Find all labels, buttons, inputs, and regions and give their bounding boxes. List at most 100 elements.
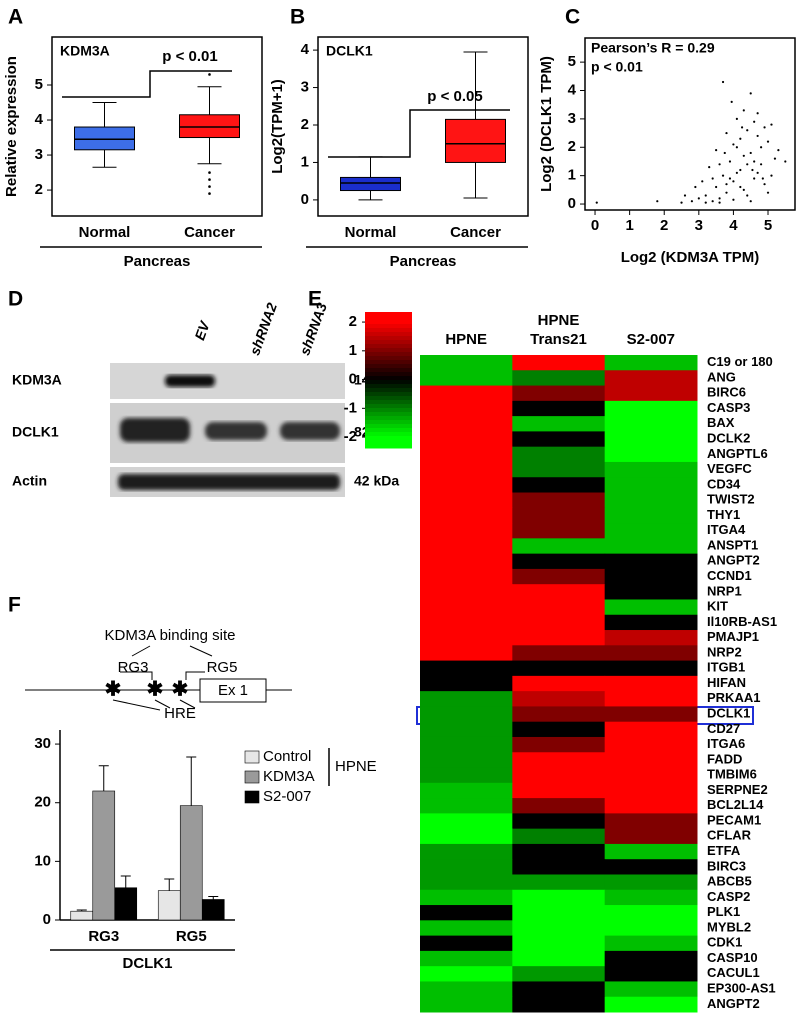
colorbar-label: 1: [349, 342, 357, 359]
legend-label: Control: [263, 748, 311, 765]
heatmap-cell: [604, 798, 698, 814]
colorbar-segment: [365, 408, 412, 413]
x-tick-label: RG5: [176, 928, 207, 945]
colorbar-segment: [365, 432, 412, 437]
heatmap-cell: [420, 538, 513, 555]
heatmap-cell: [512, 416, 606, 432]
point: [732, 180, 735, 183]
heatmap-cell: [420, 553, 513, 570]
row-label: ITGA6: [707, 736, 745, 751]
heatmap-cell: [420, 645, 513, 662]
point: [749, 200, 752, 203]
point: [704, 201, 707, 204]
heatmap-cell: [604, 859, 698, 875]
heatmap-cell: [420, 782, 513, 799]
heatmap-cell: [604, 492, 698, 509]
heatmap-cell: [420, 736, 513, 753]
colorbar-segment: [365, 316, 412, 321]
point: [711, 177, 714, 180]
colorbar-segment: [365, 380, 412, 385]
heatmap-cell: [512, 736, 606, 753]
heatmap-cell: [420, 691, 513, 707]
point: [721, 174, 725, 177]
x-axis-label: DCLK1: [122, 955, 172, 972]
row-label: NRP1: [707, 583, 742, 598]
colorbar-segment: [365, 360, 412, 365]
heatmap-cell: [512, 675, 606, 692]
heatmap-cell: [420, 477, 513, 494]
y-tick-label: 5: [35, 76, 43, 93]
point: [740, 126, 744, 129]
x-tick-label: RG3: [88, 928, 119, 945]
y-tick-label: 0: [43, 911, 51, 928]
error-bar: [208, 896, 219, 900]
heatmap-cell: [604, 461, 698, 478]
plot-frame: [317, 36, 529, 217]
y-tick-label: 3: [35, 146, 43, 163]
row-label: CD27: [707, 721, 740, 736]
heatmap-cell: [604, 599, 698, 616]
point: [721, 80, 725, 84]
row-label: ANG: [707, 369, 736, 384]
annotation: p < 0.01: [591, 59, 643, 75]
heatmap-cell: [604, 966, 698, 982]
row-label: PRKAA1: [707, 690, 760, 705]
p-value: p < 0.05: [427, 88, 482, 105]
heatmap-cell: [420, 813, 513, 830]
blot-size-label: 42 kDa: [354, 473, 399, 489]
heatmap-cell: [420, 981, 513, 998]
point: [759, 146, 763, 149]
heatmap-cell: [512, 920, 606, 937]
colorbar-segment: [365, 384, 412, 389]
panel-label: C: [565, 6, 580, 29]
point: [656, 200, 659, 203]
heatmap-cell: [512, 813, 606, 830]
panel-label: D: [8, 288, 23, 311]
heatmap-cell: [512, 828, 606, 845]
heatmap-cell: [512, 599, 606, 616]
row-label: ITGB1: [707, 660, 745, 675]
heatmap-cell: [604, 767, 698, 784]
heatmap-cell: [512, 446, 606, 463]
point: [777, 149, 780, 152]
point: [739, 137, 742, 140]
point: [725, 191, 728, 194]
row-label: BCL2L14: [707, 797, 764, 812]
point: [751, 168, 754, 172]
diagram-title: KDM3A binding site: [105, 627, 236, 644]
bar: [114, 887, 138, 921]
heatmap-cell: [512, 645, 606, 662]
x-tick-label: Normal: [345, 224, 397, 241]
colorbar-label: 0: [349, 371, 357, 388]
heatmap-cell: [512, 630, 606, 646]
blot-band: [280, 422, 340, 440]
point: [728, 177, 732, 180]
colorbar-segment: [365, 444, 412, 449]
site-label: RG3: [118, 659, 149, 676]
heatmap-cell: [512, 859, 606, 875]
heatmap-cell: [420, 996, 513, 1013]
outlier: [208, 171, 211, 174]
colorbar-segment: [365, 404, 412, 409]
point: [690, 200, 694, 203]
heatmap-cell: [604, 813, 698, 830]
heatmap-cell: [512, 905, 606, 921]
hre-star: ✱: [105, 678, 122, 700]
row-label: BIRC6: [707, 385, 746, 400]
y-tick-label: 1: [568, 167, 576, 184]
row-label: BAX: [707, 415, 735, 430]
heatmap-cell: [512, 843, 606, 860]
legend-group-label: HPNE: [335, 758, 377, 775]
bar: [179, 805, 203, 921]
colorbar-segment: [365, 372, 412, 377]
heatmap-cell: [604, 752, 698, 769]
heatmap-cell: [420, 966, 513, 982]
heatmap-cell: [604, 782, 698, 799]
heatmap-cell: [604, 446, 698, 463]
row-label: FADD: [707, 751, 742, 766]
row-label: ITGA4: [707, 522, 746, 537]
row-label: CASP3: [707, 400, 750, 415]
heatmap-cell: [420, 400, 513, 417]
site-label: RG5: [207, 659, 238, 676]
heatmap-cell: [604, 507, 698, 524]
